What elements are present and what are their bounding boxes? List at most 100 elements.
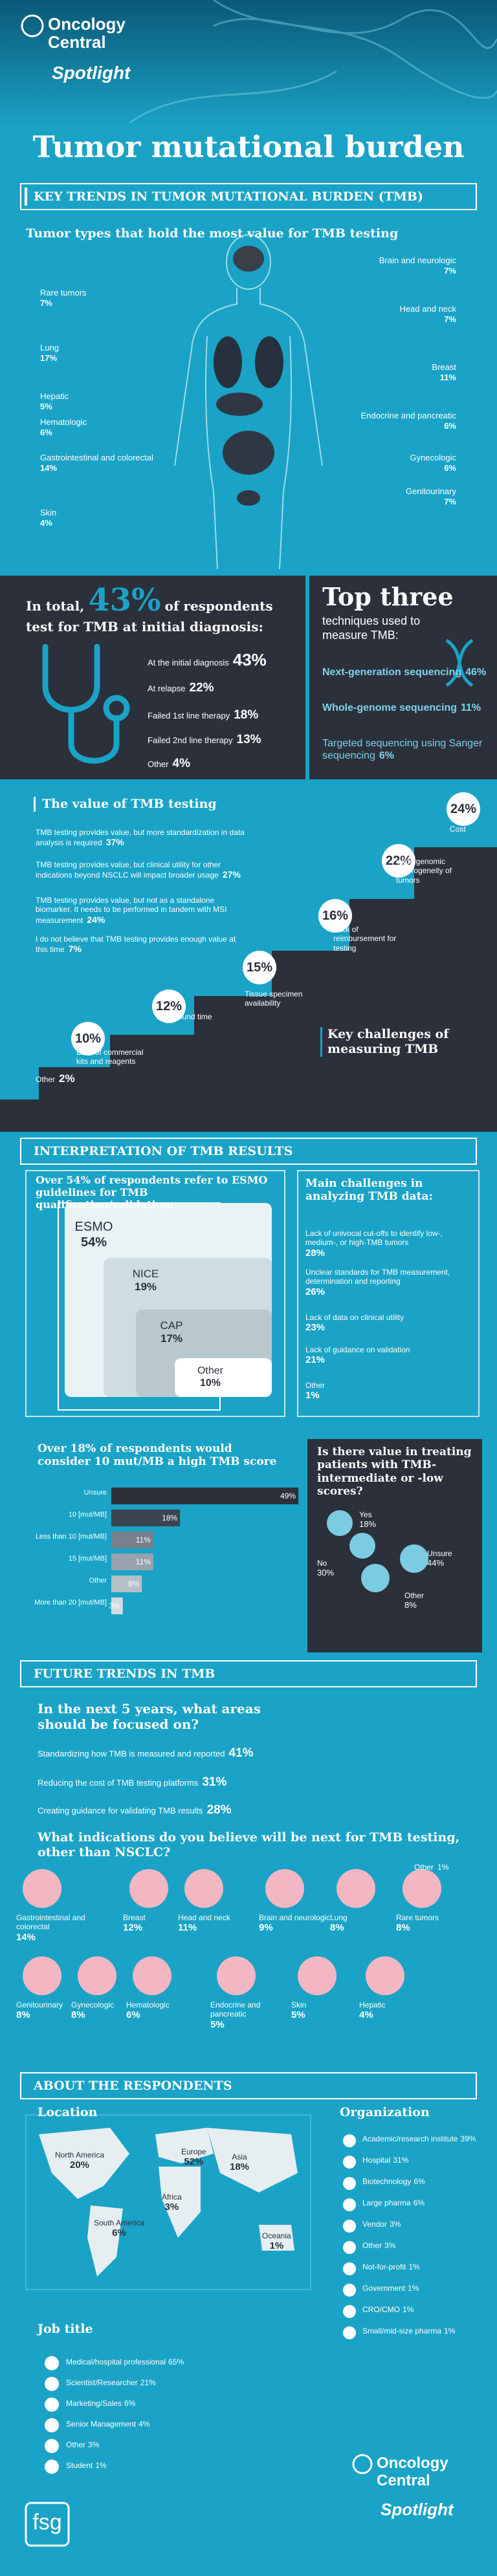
focus-area-value: 41% xyxy=(228,1746,254,1760)
job: Other 3% xyxy=(66,2440,99,2449)
organization-value: 1% xyxy=(403,2305,414,2314)
org-icon xyxy=(343,2262,356,2275)
organization-value: 3% xyxy=(390,2220,401,2229)
value-answer: Unsure 44% xyxy=(427,1549,452,1568)
job: Marketing/Sales 6% xyxy=(66,2399,135,2408)
dna-icon xyxy=(445,638,474,687)
job-value: 21% xyxy=(140,2378,156,2387)
brand: Central xyxy=(377,2472,430,2489)
focus-area-value: 31% xyxy=(202,1775,227,1789)
organ-icon xyxy=(298,1956,337,1995)
staircase-base xyxy=(0,1125,497,1132)
indication: Breast 12% xyxy=(123,1913,201,1934)
tumor-type-value: 14% xyxy=(40,462,58,473)
organization: CRO/CMO 1% xyxy=(362,2305,485,2314)
header-bg xyxy=(0,0,497,129)
indication-label: Brain and neurologic xyxy=(259,1913,331,1922)
location-value: 18% xyxy=(230,2161,250,2173)
challenge: Other 2% xyxy=(36,1072,75,1085)
org-icon xyxy=(343,2305,356,2318)
job-label: Medical/hospital professional xyxy=(66,2357,166,2366)
organization-value: 6% xyxy=(414,2177,425,2186)
value-statement-value: 7% xyxy=(68,944,82,955)
challenge-value: 15% xyxy=(243,951,276,984)
faces xyxy=(327,1510,428,1592)
section-heading: ABOUT THE RESPONDENTS xyxy=(34,2079,232,2093)
logo-icon xyxy=(352,2454,373,2474)
value-answer: Yes 18% xyxy=(359,1510,376,1530)
job-value: 65% xyxy=(168,2357,184,2366)
tumor-type-label: Rare tumors xyxy=(40,288,87,298)
value-answer-label: Other xyxy=(404,1591,425,1600)
job-value: 3% xyxy=(88,2440,100,2449)
section-heading: FUTURE TRENDS IN TMB xyxy=(34,1667,215,1681)
section-heading: KEY TRENDS IN TUMOR MUTATIONAL BURDEN (T… xyxy=(34,189,423,204)
location: Oceania 1% xyxy=(262,2231,291,2252)
bar-category: Other xyxy=(89,1577,107,1585)
focus-area-value: 28% xyxy=(206,1803,232,1817)
job-icon xyxy=(45,2356,59,2370)
value-answer-label: Unsure xyxy=(427,1549,452,1558)
organ-icon xyxy=(366,1956,404,1995)
organization: Academic/research institute 39% xyxy=(362,2134,485,2143)
organization-value: 3% xyxy=(384,2241,396,2250)
tumor-type: Rare tumors 7% xyxy=(40,288,170,308)
tumor-type-value: 11% xyxy=(439,372,456,382)
indication-label: Skin xyxy=(291,2000,307,2009)
analysis-item: Lack of guidance on validation 21% xyxy=(305,1345,470,1366)
indication-other: Other 1% xyxy=(414,1863,448,1872)
value-answer-value: 18% xyxy=(359,1519,377,1530)
organization-label: Vendor xyxy=(362,2220,388,2229)
location-label: Africa xyxy=(162,2192,182,2202)
organ-icon xyxy=(23,1869,61,1908)
tumor-type: Hematologic 6% xyxy=(40,417,170,437)
organization-label: CRO/CMO xyxy=(362,2305,400,2314)
diagnosis-item-value: 18% xyxy=(234,708,259,722)
organ-icon xyxy=(184,1869,223,1908)
challenge-value: 2% xyxy=(59,1072,75,1085)
fsg-logo: fsg xyxy=(32,2510,62,2535)
bar-category: Unsure xyxy=(83,1489,107,1497)
tumor-type: Head and neck 7% xyxy=(0,304,456,324)
tumor-type: Genitourinary 7% xyxy=(0,486,456,506)
subheading: Over 54% of respondents refer to ESMO gu… xyxy=(36,1174,268,1211)
bar xyxy=(111,1597,123,1614)
indication-other-value: 1% xyxy=(437,1863,449,1872)
location: Europe 52% xyxy=(181,2147,206,2168)
heading-box xyxy=(20,1660,477,1687)
analysis-item-label: Lack of data on clinical utility xyxy=(305,1313,404,1322)
analysis-item: Other 1% xyxy=(305,1381,470,1402)
organization-label: Other xyxy=(362,2241,382,2250)
diagnosis-item-label: At relapse xyxy=(148,684,186,693)
value-statement: I do not believe that TMB testing provid… xyxy=(36,935,249,955)
value-statement-label: TMB testing provides value, but more sta… xyxy=(36,828,245,848)
tumor-type-label: Breast xyxy=(432,362,456,372)
diagnosis-item-value: 4% xyxy=(172,757,190,770)
tumor-type-label: Genitourinary xyxy=(405,486,456,496)
tumor-type: Hepatic 5% xyxy=(40,391,170,411)
indication-value: 6% xyxy=(126,2009,140,2021)
tumor-type-value: 7% xyxy=(444,265,456,276)
indication-value: 12% xyxy=(123,1922,143,1934)
indication: Rare tumors 8% xyxy=(396,1913,474,1934)
analysis-item-value: 26% xyxy=(305,1286,326,1297)
location-value: 20% xyxy=(70,2159,90,2171)
dna-helix xyxy=(129,0,497,124)
value-answer-value: 30% xyxy=(317,1568,335,1578)
org-icon xyxy=(343,2326,356,2339)
org-icon xyxy=(343,2284,356,2297)
focus-area-label: Standardizing how TMB is measured and re… xyxy=(38,1749,225,1759)
subheading: Over 18% of respondents would consider 1… xyxy=(38,1442,277,1469)
organization-label: Hospital xyxy=(362,2156,391,2165)
challenge-value: 16% xyxy=(318,899,352,933)
indication-label: Gastrointestinal and colorectal xyxy=(16,1913,85,1932)
guideline: NICE 19% xyxy=(123,1268,168,1294)
organization-label: Academic/research institute xyxy=(362,2134,458,2143)
indication: Hepatic 4% xyxy=(359,2000,437,2021)
tumor-type-label: Hematologic xyxy=(40,417,87,427)
value-statement-label: TMB testing provides value, but not as a… xyxy=(36,896,227,925)
job-icon xyxy=(45,2418,59,2432)
body-silhouette xyxy=(174,234,323,570)
value-statement-value: 24% xyxy=(87,914,105,925)
heading-box xyxy=(20,183,477,210)
